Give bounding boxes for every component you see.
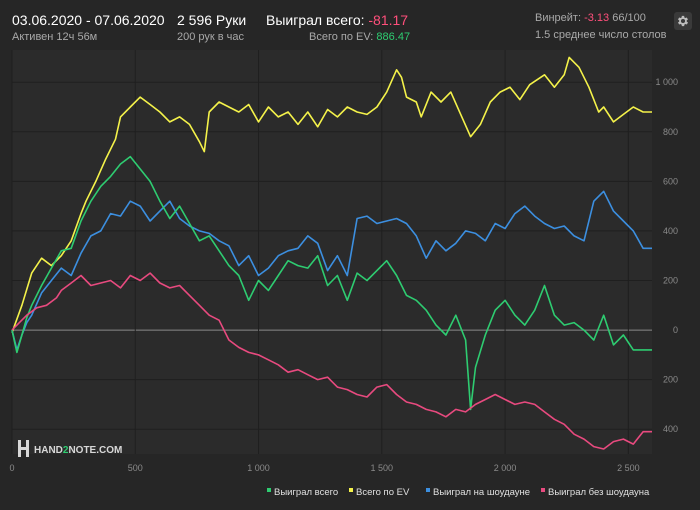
series-line-showdown xyxy=(11,190,652,351)
y-tick-label: 400 xyxy=(663,226,678,236)
legend-label: Выиграл на шоудауне xyxy=(433,487,530,498)
active-time: Активен 12ч 56м xyxy=(12,31,98,43)
ev-total-value: 886.47 xyxy=(376,31,411,43)
y-axis: 1 000 800 600 400 200 0 200 400 xyxy=(655,77,678,434)
legend-item-non_showdown[interactable]: Выиграл без шоудауна xyxy=(541,487,650,498)
x-tick-label: 0 xyxy=(9,463,14,473)
series-line-non_showdown xyxy=(11,272,652,450)
ev-total-label: Всего по EV: xyxy=(309,31,374,43)
winrate-tail: 66/100 xyxy=(612,12,646,24)
gear-icon xyxy=(677,15,689,27)
series-line-won xyxy=(11,155,652,411)
hands-count: 2 596 Руки xyxy=(177,12,247,28)
date-range: 03.06.2020 - 07.06.2020 xyxy=(12,12,165,28)
won-total-label: Выиграл всего: xyxy=(266,12,365,28)
legend-label: Выиграл всего xyxy=(274,487,338,498)
settings-button[interactable] xyxy=(674,12,692,30)
legend-marker xyxy=(267,488,271,492)
legend-marker xyxy=(349,488,353,492)
y-tick-label: 800 xyxy=(663,127,678,137)
plot-area xyxy=(12,50,652,454)
legend-item-won[interactable]: Выиграл всего xyxy=(267,487,338,498)
hands-per-hour: 200 рук в час xyxy=(177,31,245,43)
legend-label: Выиграл без шоудауна xyxy=(548,487,650,498)
legend-item-showdown[interactable]: Выиграл на шоудауне xyxy=(426,487,530,498)
grid xyxy=(11,50,652,454)
series-line-ev xyxy=(11,56,652,333)
hand2note-logo: HAND2NOTE.COM xyxy=(18,440,122,457)
x-tick-label: 1 000 xyxy=(247,463,270,473)
logo-text: HAND2NOTE.COM xyxy=(34,445,122,456)
y-tick-label: 200 xyxy=(663,375,678,385)
x-tick-label: 2 000 xyxy=(494,463,517,473)
y-tick-label: 1 000 xyxy=(655,77,678,87)
winrate: Винрейт: -3.13 66/100 xyxy=(535,12,646,24)
y-tick-label: 400 xyxy=(663,424,678,434)
legend-item-ev[interactable]: Всего по EV xyxy=(349,487,410,498)
avg-tables: 1.5 среднее число столов xyxy=(535,29,667,41)
won-total-value: -81.17 xyxy=(368,12,409,28)
series-lines xyxy=(11,56,652,450)
x-tick-label: 2 500 xyxy=(617,463,640,473)
legend-marker xyxy=(426,488,430,492)
x-axis: 0 500 1 000 1 500 2 000 2 500 xyxy=(9,463,639,473)
legend-label: Всего по EV xyxy=(356,487,410,498)
x-tick-label: 1 500 xyxy=(371,463,394,473)
winrate-label: Винрейт: xyxy=(535,12,582,24)
won-total: Выиграл всего: -81.17 xyxy=(266,12,408,28)
legend: Выиграл всего Всего по EV Выиграл на шоуда… xyxy=(267,487,650,498)
legend-marker xyxy=(541,488,545,492)
ev-total: Всего по EV: 886.47 xyxy=(309,31,410,43)
y-tick-label: 200 xyxy=(663,276,678,286)
y-tick-label: 600 xyxy=(663,176,678,186)
x-tick-label: 500 xyxy=(128,463,143,473)
y-tick-label: 0 xyxy=(673,325,678,335)
winrate-value: -3.13 xyxy=(584,12,610,24)
